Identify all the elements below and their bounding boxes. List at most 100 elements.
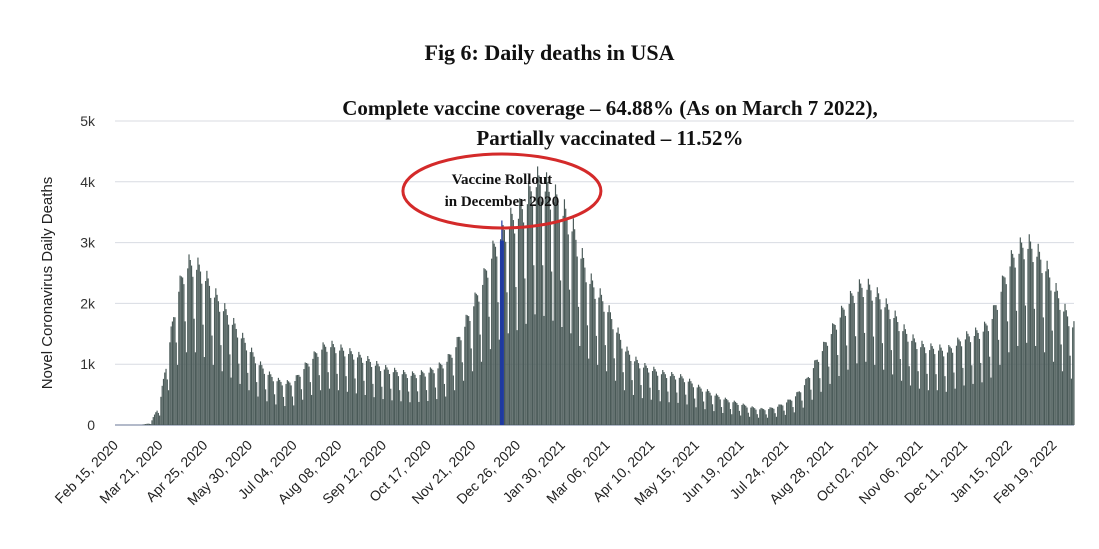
daily-bar [643, 367, 645, 425]
daily-bar [522, 222, 525, 425]
daily-bar [450, 354, 452, 425]
daily-bar [963, 385, 965, 425]
daily-bar [328, 388, 331, 425]
daily-bar [316, 353, 318, 425]
daily-bar [770, 407, 772, 425]
daily-bar [861, 287, 863, 425]
daily-bar [462, 380, 465, 425]
daily-bar [701, 391, 703, 425]
daily-bar [960, 346, 963, 425]
daily-bar [563, 199, 566, 425]
daily-bar [373, 397, 375, 425]
daily-bar [802, 407, 804, 425]
daily-bar [221, 371, 223, 425]
daily-bar [319, 390, 322, 425]
daily-bar [392, 372, 394, 425]
daily-bar [565, 208, 567, 425]
daily-bar [711, 404, 714, 425]
daily-bar [904, 329, 906, 425]
daily-bar [676, 392, 678, 425]
daily-bar [766, 417, 769, 425]
daily-bar [238, 363, 240, 425]
daily-bar [671, 372, 673, 425]
daily-bar [454, 390, 456, 425]
daily-bar [1004, 277, 1006, 425]
daily-bar [360, 357, 362, 425]
daily-bar [691, 383, 693, 425]
daily-bar [779, 404, 781, 425]
daily-bar [1008, 352, 1010, 425]
daily-bar [1040, 259, 1042, 425]
daily-bar [489, 349, 491, 425]
daily-bar [651, 371, 654, 425]
daily-bar [998, 339, 1000, 425]
daily-bar [434, 387, 437, 425]
daily-bar [464, 326, 466, 425]
daily-bar [256, 382, 258, 425]
daily-bar [810, 389, 812, 425]
daily-bar [589, 283, 591, 425]
daily-bar [362, 362, 364, 425]
daily-bar [1064, 303, 1066, 425]
daily-bar [870, 290, 872, 425]
daily-bar [313, 351, 315, 425]
daily-bar [743, 404, 746, 425]
daily-bar [1038, 251, 1041, 425]
daily-bar [1037, 243, 1039, 425]
daily-bar [482, 284, 484, 425]
daily-bar [479, 334, 481, 425]
daily-bar [574, 229, 576, 425]
daily-bar [815, 359, 817, 425]
daily-bar [376, 360, 378, 425]
daily-bar [185, 352, 188, 425]
daily-bar [874, 364, 876, 425]
daily-bar [196, 269, 198, 425]
daily-bar [777, 406, 779, 425]
daily-bar [337, 390, 340, 425]
daily-bar [912, 334, 914, 425]
daily-bar [417, 391, 419, 425]
y-axis-ticks: 0 1k 2k 3k 4k 5k [80, 113, 96, 433]
daily-bar [289, 382, 291, 425]
daily-bar [899, 358, 901, 425]
daily-bar [189, 259, 191, 425]
daily-bar [460, 340, 462, 425]
daily-bar [681, 376, 683, 425]
daily-bar [617, 327, 619, 425]
daily-bar [635, 356, 637, 425]
daily-bar [506, 292, 508, 425]
daily-bar [757, 417, 760, 425]
daily-bar [451, 357, 453, 425]
daily-bar [572, 218, 574, 425]
daily-bar [930, 343, 932, 425]
daily-bar [330, 347, 332, 425]
daily-bar [971, 365, 973, 425]
daily-bar [686, 404, 688, 425]
daily-bar [648, 372, 650, 425]
daily-bar [165, 368, 167, 425]
daily-bar [814, 360, 816, 425]
daily-bar [655, 371, 657, 425]
daily-bar [1026, 342, 1028, 425]
daily-bar [1041, 273, 1043, 425]
daily-bar [459, 336, 461, 425]
daily-bar [503, 229, 506, 425]
daily-bar [709, 392, 711, 425]
daily-bar [797, 391, 799, 425]
daily-bar [640, 385, 642, 425]
daily-bar [387, 369, 389, 425]
daily-bar [678, 377, 680, 425]
daily-bar [296, 374, 299, 425]
daily-bar [1009, 266, 1011, 425]
daily-bar [285, 383, 287, 425]
daily-bar [611, 319, 613, 425]
daily-bar [1027, 248, 1029, 425]
y-tick-label: 4k [80, 174, 96, 190]
daily-bar [613, 358, 615, 425]
daily-bar [213, 297, 216, 425]
daily-bar [955, 345, 958, 425]
daily-bar [270, 374, 272, 425]
daily-bar [704, 409, 706, 425]
daily-bar [1045, 271, 1047, 425]
daily-bar [959, 341, 961, 425]
